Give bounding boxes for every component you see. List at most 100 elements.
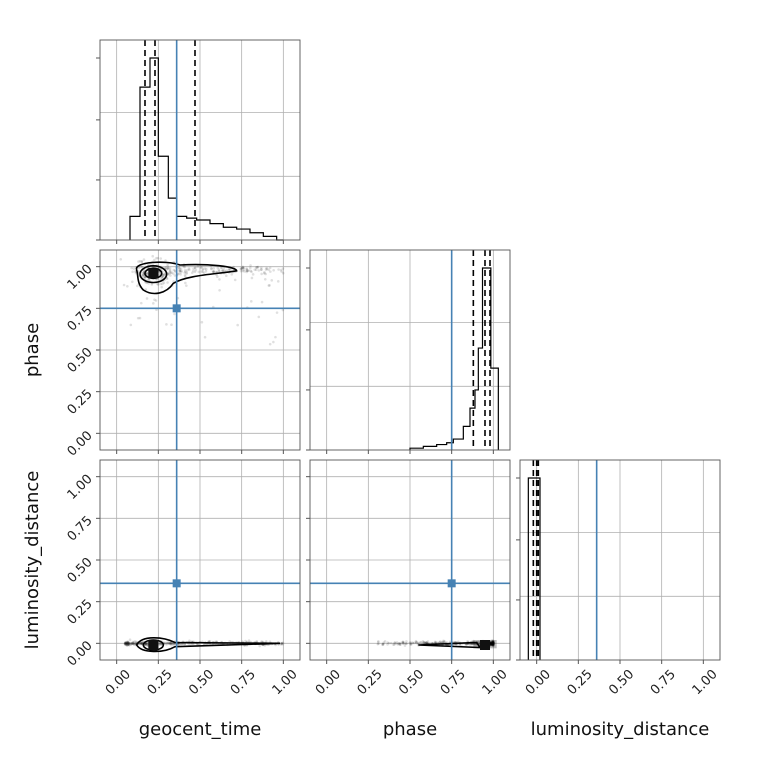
scatter-point: [165, 268, 169, 271]
scatter-point: [166, 281, 169, 284]
scatter-point: [250, 276, 254, 280]
scatter-point: [217, 268, 221, 272]
scatter-point: [123, 642, 127, 645]
scatter-point: [422, 640, 425, 644]
scatter-point: [139, 642, 143, 646]
scatter-point: [491, 642, 495, 646]
scatter-point: [169, 271, 173, 275]
scatter-point: [183, 265, 186, 269]
scatter-point: [166, 267, 170, 270]
scatter-point: [164, 266, 167, 270]
scatter-point: [245, 267, 249, 271]
scatter-point: [258, 644, 262, 648]
scatter-point: [185, 284, 188, 287]
scatter-point: [156, 283, 160, 286]
scatter-point: [249, 300, 253, 303]
scatter-point: [146, 644, 149, 647]
scatter-point: [398, 643, 402, 647]
scatter-point: [131, 642, 135, 645]
scatter-point: [392, 643, 395, 646]
scatter-point: [395, 641, 399, 644]
scatter-point: [281, 308, 285, 312]
scatter-point: [212, 270, 215, 274]
scatter-point: [491, 641, 494, 644]
scatter-point: [212, 270, 216, 273]
scatter-point: [144, 288, 148, 291]
scatter-point: [492, 643, 495, 646]
scatter-point: [381, 642, 385, 646]
scatter-point: [208, 639, 212, 643]
scatter-point: [489, 642, 493, 646]
y-tick-label: 0.75: [65, 303, 96, 334]
scatter-point: [491, 642, 495, 646]
scatter-point: [159, 257, 163, 260]
gridlines: [100, 40, 720, 660]
scatter-point: [161, 275, 165, 279]
scatter-point: [489, 641, 493, 645]
scatter-point: [236, 323, 239, 327]
scatter-point: [491, 641, 495, 644]
y-axis-label: luminosity_distance: [22, 471, 43, 650]
scatter-point: [202, 271, 206, 275]
x-axis-label: luminosity_distance: [531, 719, 710, 740]
scatter-point: [433, 640, 437, 644]
scatter-point: [211, 270, 215, 273]
scatter-point: [241, 266, 244, 269]
scatter-point: [127, 642, 131, 646]
scatter-point: [409, 641, 412, 644]
scatter-point: [490, 642, 494, 646]
scatter-point: [124, 642, 128, 646]
scatter-point: [268, 266, 272, 270]
scatter-point: [241, 269, 245, 273]
scatter-point: [490, 642, 494, 646]
scatter-point: [280, 642, 283, 646]
scatter-point: [169, 641, 173, 645]
scatter-point: [401, 640, 404, 644]
scatter-point: [131, 280, 134, 284]
scatter-point: [405, 642, 408, 645]
scatter-point: [183, 268, 187, 272]
scatter-point: [490, 643, 494, 647]
scatter-point: [491, 642, 495, 646]
density-peak: [148, 268, 159, 279]
scatter-point: [141, 271, 145, 275]
scatter-point: [137, 260, 140, 263]
density-peak: [480, 640, 490, 650]
scatter-point: [241, 640, 244, 643]
scatter-point: [170, 642, 174, 646]
scatter-point: [491, 639, 495, 642]
scatter-point: [268, 284, 271, 287]
scatter-point: [194, 266, 197, 269]
scatter-point: [492, 641, 495, 645]
scatter-point: [490, 642, 493, 646]
scatter-point: [216, 275, 219, 279]
scatter-point: [171, 643, 175, 646]
scatter-point: [124, 642, 128, 645]
scatter-point: [413, 641, 416, 645]
scatter-point: [279, 643, 283, 646]
scatter-point: [130, 642, 133, 645]
x-tick-label: 1.00: [690, 667, 721, 698]
scatter-point: [404, 642, 407, 645]
scatter-point: [458, 643, 461, 647]
x-tick-label: 0.75: [228, 667, 259, 698]
scatter-point: [201, 268, 205, 272]
scatter-point: [263, 271, 266, 275]
scatter-point: [178, 269, 182, 272]
scatter-point: [253, 268, 257, 271]
scatter-point: [173, 274, 177, 277]
scatter-point: [491, 640, 495, 644]
scatter-point: [126, 643, 130, 647]
scatter-point: [246, 269, 249, 273]
panel-phase-vs-phase: [309, 249, 511, 451]
scatter-point: [472, 639, 475, 643]
scatter-point: [225, 269, 228, 272]
scatter-point: [140, 641, 143, 645]
histogram-geocent-time: [129, 57, 284, 241]
scatter-point: [438, 640, 442, 643]
scatter-point: [224, 274, 228, 278]
scatter-point: [126, 641, 130, 645]
y-tick-label: 1.00: [65, 472, 96, 503]
scatter-point: [272, 340, 275, 344]
